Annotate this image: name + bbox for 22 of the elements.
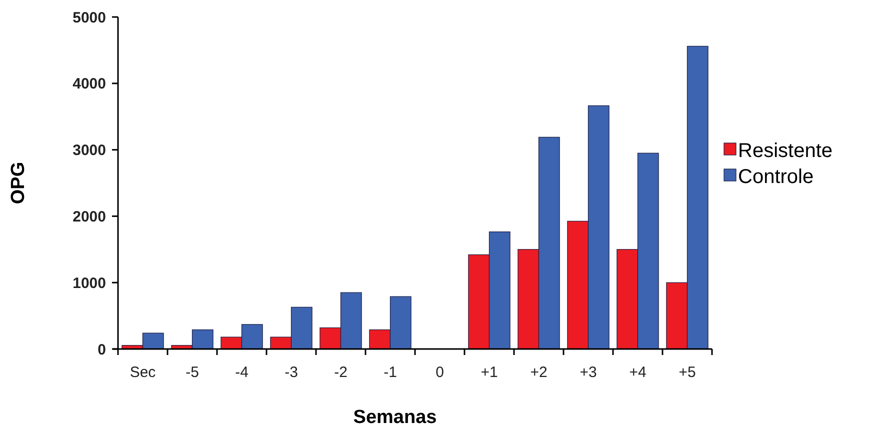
legend-label: Resistente: [738, 140, 832, 162]
x-axis-title: Semanas: [353, 407, 437, 428]
x-tick-label: 0: [436, 364, 444, 381]
x-tick-label: +4: [629, 364, 646, 381]
y-tick-label: 5000: [72, 9, 106, 26]
y-tick-label: 3000: [72, 142, 106, 160]
y-tick-label: 2000: [72, 208, 106, 226]
x-tick-label: -2: [334, 364, 348, 381]
y-tick-label: 1000: [72, 274, 106, 292]
x-tick-label: -5: [186, 364, 199, 381]
x-tick-label: -3: [284, 364, 298, 381]
x-tick-label: +2: [530, 364, 548, 381]
x-tick-label: -1: [384, 364, 397, 381]
legend-label: Controle: [738, 166, 814, 188]
x-tick-label: -4: [235, 364, 248, 381]
y-axis-title: OPG: [8, 162, 29, 204]
x-tick-label: +3: [580, 364, 597, 381]
y-tick-label: 0: [98, 341, 106, 358]
x-tick-label: +5: [678, 364, 696, 381]
y-tick-label: 4000: [72, 76, 106, 93]
x-tick-label: +1: [480, 364, 498, 381]
x-tick-label: Sec: [130, 364, 156, 381]
